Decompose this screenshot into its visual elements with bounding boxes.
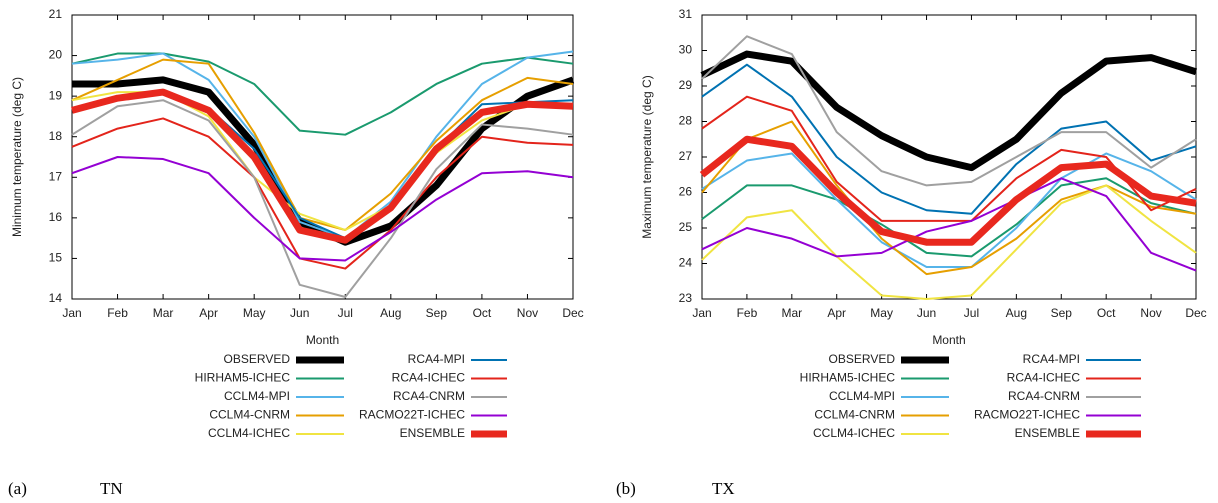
y-axis-label: Maximum temperature (deg C)	[640, 75, 654, 238]
x-tick-label: Dec	[1185, 306, 1206, 320]
x-tick-label: Apr	[199, 306, 218, 320]
y-tick-label: 30	[679, 43, 693, 57]
y-tick-label: 15	[49, 251, 63, 265]
x-tick-label: Mar	[153, 306, 174, 320]
x-tick-label: Jan	[692, 306, 711, 320]
legend-label: OBSERVED	[224, 352, 291, 366]
legend-label: CCLM4-CNRM	[814, 408, 895, 422]
x-tick-label: Jan	[62, 306, 81, 320]
y-tick-label: 29	[679, 78, 693, 92]
x-tick-label: Sep	[1051, 306, 1073, 320]
series-line	[701, 35, 1197, 187]
x-tick-label: Nov	[1140, 306, 1161, 320]
x-tick-label: May	[243, 306, 266, 320]
legend-label: CCLM4-ICHEC	[208, 426, 290, 440]
legend-label: CCLM4-ICHEC	[813, 426, 895, 440]
legend-label: RCA4-ICHEC	[1007, 371, 1081, 385]
series-line	[71, 117, 574, 270]
series-line	[71, 99, 574, 298]
legend-label: ENSEMBLE	[400, 426, 465, 440]
series-line	[701, 177, 1197, 272]
series-line	[71, 52, 574, 136]
legend-label: RCA4-CNRM	[1008, 389, 1080, 403]
x-tick-label: Feb	[107, 306, 128, 320]
legend-label: RCA4-ICHEC	[392, 371, 466, 385]
caption-label: (a)	[8, 479, 27, 498]
legend-label: ENSEMBLE	[1015, 426, 1080, 440]
caption: TN	[100, 479, 123, 498]
y-tick-label: 26	[679, 185, 693, 199]
y-tick-label: 27	[679, 149, 693, 163]
series-line	[71, 88, 574, 244]
legend-label: CCLM4-CNRM	[209, 408, 290, 422]
x-tick-label: Aug	[380, 306, 401, 320]
y-tick-label: 20	[49, 48, 63, 62]
y-tick-label: 23	[679, 291, 693, 305]
y-tick-label: 19	[49, 88, 63, 102]
series-line	[700, 50, 1198, 172]
x-tick-label: May	[870, 306, 893, 320]
y-tick-label: 18	[49, 129, 63, 143]
plot-frame	[71, 14, 574, 300]
legend-label: OBSERVED	[829, 352, 896, 366]
y-tick-label: 31	[679, 7, 693, 21]
x-tick-label: Oct	[473, 306, 492, 320]
y-tick-label: 21	[49, 7, 63, 21]
chart-panel: 23 24 25 26 27 28 29 30 31 Jan Feb Mar Apr May Jun Jul A…	[616, 7, 1207, 498]
x-tick-label: Jun	[290, 306, 309, 320]
legend-label: RCA4-MPI	[1023, 352, 1080, 366]
x-tick-label: Feb	[737, 306, 758, 320]
legend-label: HIRHAM5-ICHEC	[195, 371, 291, 385]
y-tick-label: 14	[49, 291, 63, 305]
legend-label: CCLM4-MPI	[224, 389, 290, 403]
x-tick-label: Nov	[517, 306, 538, 320]
x-tick-label: Jul	[964, 306, 979, 320]
series-line	[71, 58, 574, 232]
series-line	[71, 50, 574, 240]
series-line	[701, 63, 1197, 215]
x-tick-label: Oct	[1097, 306, 1116, 320]
series-line	[699, 135, 1197, 246]
x-axis-label: Month	[306, 333, 339, 347]
y-tick-label: 24	[679, 256, 693, 270]
y-axis-label: Minimum temperature (deg C)	[10, 77, 24, 237]
y-tick-label: 17	[49, 169, 63, 183]
legend-label: RCA4-CNRM	[393, 389, 465, 403]
x-tick-label: Mar	[781, 306, 802, 320]
legend-label: HIRHAM5-ICHEC	[800, 371, 896, 385]
x-tick-label: Aug	[1006, 306, 1027, 320]
legend-label: RACMO22T-ICHEC	[359, 408, 465, 422]
x-tick-label: Jun	[917, 306, 936, 320]
caption-label: (b)	[616, 479, 636, 498]
legend-label: RACMO22T-ICHEC	[974, 408, 1080, 422]
x-tick-label: Sep	[426, 306, 448, 320]
x-tick-label: Apr	[827, 306, 846, 320]
legend-label: RCA4-MPI	[408, 352, 465, 366]
series-line	[701, 184, 1197, 300]
x-axis-label: Month	[932, 333, 965, 347]
series-line	[701, 177, 1197, 258]
legend-label: CCLM4-MPI	[829, 389, 895, 403]
chart-panel: 14 15 16 17 18 19 20 21 Jan Feb Mar Apr May Jun Jul Aug…	[8, 7, 584, 498]
caption: TX	[712, 479, 735, 498]
x-tick-label: Dec	[562, 306, 583, 320]
y-tick-label: 16	[49, 210, 63, 224]
y-tick-label: 28	[679, 114, 693, 128]
series-line	[701, 120, 1197, 276]
series-line	[701, 152, 1197, 269]
series-line	[71, 156, 574, 262]
y-tick-label: 25	[679, 220, 693, 234]
x-tick-label: Jul	[338, 306, 353, 320]
